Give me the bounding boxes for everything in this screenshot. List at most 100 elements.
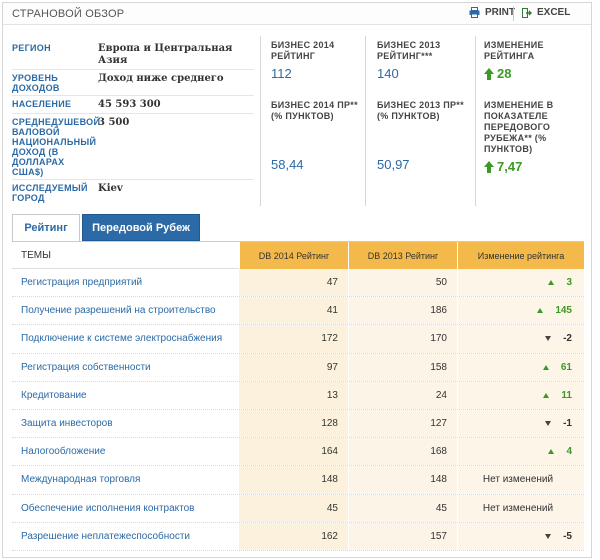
toolbar-divider [513, 6, 514, 21]
excel-label: EXCEL [537, 7, 571, 18]
info-value: Европа и Центральная Азия [98, 43, 233, 66]
db2013-cell: 127 [348, 409, 457, 438]
topic-link[interactable]: Налогообложение [21, 446, 106, 458]
table-row: Налогообложение 164 168 4 [12, 438, 584, 467]
metric-label: ИЗМЕНЕНИЕ РЕЙТИНГА [484, 40, 544, 61]
panel-header: СТРАНОВОЙ ОБЗОР PRINT EXCEL [3, 3, 591, 25]
change-value: 11 [561, 389, 572, 401]
column-divider [365, 36, 366, 206]
info-label: ИССЛЕДУЕМЫЙ ГОРОД [12, 183, 88, 203]
db2013-cell: 24 [348, 381, 457, 409]
db2014-cell: 162 [239, 522, 348, 550]
metric-dtf-2014: БИЗНЕС 2014 ПР** (% ПУНКТОВ) 58,44 [271, 100, 361, 172]
db2013-cell: 50 [348, 269, 457, 297]
print-button[interactable]: PRINT [469, 7, 515, 18]
db2013-cell: 186 [348, 297, 457, 325]
table-row: Регистрация предприятий 47 50 3 [12, 269, 584, 298]
info-row-gni: СРЕДНЕДУШЕВОЙ ВАЛОВОЙ НАЦИОНАЛЬНЫЙ ДОХОД… [12, 114, 254, 180]
arrow-up-icon [537, 308, 544, 314]
column-header-db2013[interactable]: DB 2013 Рейтинг [348, 242, 457, 269]
db2014-cell: 45 [239, 494, 348, 522]
excel-button[interactable]: EXCEL [522, 7, 570, 18]
db2014-cell: 13 [239, 381, 348, 409]
info-value: 3 500 [98, 117, 130, 128]
db2014-cell: 47 [239, 269, 348, 297]
info-value: Kiev [98, 183, 123, 194]
topic-link[interactable]: Защита инвесторов [21, 418, 113, 430]
arrow-up-icon [548, 449, 555, 455]
info-row-region: РЕГИОН Европа и Центральная Азия [12, 40, 254, 70]
metric-label: ИЗМЕНЕНИЕ В ПОКАЗАТЕЛЕ ПЕРЕДОВОГО РУБЕЖА… [484, 100, 554, 154]
arrow-up-icon [543, 392, 550, 398]
column-header-change[interactable]: Изменение рейтинга [457, 242, 584, 269]
info-label: СРЕДНЕДУШЕВОЙ ВАЛОВОЙ НАЦИОНАЛЬНЫЙ ДОХОД… [12, 117, 101, 177]
db2014-cell: 148 [239, 466, 348, 494]
change-cell: -2 [457, 325, 584, 353]
table-row: Международная торговля 148 148 Нет изменени… [12, 466, 584, 495]
change-value: 3 [566, 277, 572, 289]
info-row-population: НАСЕЛЕНИЕ 45 593 300 [12, 96, 254, 114]
column-header-db2014[interactable]: DB 2014 Рейтинг [239, 242, 348, 269]
db2013-cell: 157 [348, 522, 457, 550]
table-row: Подключение к системе электроснабжения 17… [12, 325, 584, 354]
printer-icon [469, 7, 480, 18]
topic-link[interactable]: Обеспечение исполнения контрактов [21, 502, 195, 514]
db2014-cell: 164 [239, 438, 348, 466]
info-row-city: ИССЛЕДУЕМЫЙ ГОРОД Kiev [12, 180, 254, 205]
metric-label: БИЗНЕС 2014 РЕЙТИНГ [271, 40, 335, 61]
metric-value: 28 [484, 66, 584, 81]
table-header: ТЕМЫ DB 2014 Рейтинг DB 2013 Рейтинг Изм… [12, 241, 584, 269]
column-divider [475, 36, 476, 206]
db2013-cell: 148 [348, 466, 457, 494]
change-value: -1 [563, 418, 572, 430]
change-value: 4 [566, 446, 572, 458]
change-value: -5 [563, 530, 572, 542]
tab-distance-to-frontier[interactable]: Передовой Рубеж [82, 214, 200, 241]
change-cell: Нет изменений [457, 466, 584, 494]
db2014-cell: 41 [239, 297, 348, 325]
metric-dtf-change: ИЗМЕНЕНИЕ В ПОКАЗАТЕЛЕ ПЕРЕДОВОГО РУБЕЖА… [484, 100, 584, 174]
table-row: Регистрация собственности 97 158 61 [12, 353, 584, 382]
table-body: Регистрация предприятий 47 50 3 Получение ра… [12, 269, 584, 551]
change-value: Нет изменений [482, 502, 554, 514]
change-cell: Нет изменений [457, 494, 584, 522]
db2013-cell: 168 [348, 438, 457, 466]
topic-link[interactable]: Получение разрешений на строительство [21, 305, 216, 317]
info-label: УРОВЕНЬ ДОХОДОВ [12, 73, 60, 93]
db2014-cell: 172 [239, 325, 348, 353]
arrow-down-icon [545, 421, 552, 427]
table-row: Обеспечение исполнения контрактов 45 45 Нет… [12, 494, 584, 523]
export-arrow-icon [522, 7, 532, 18]
change-value: -2 [563, 333, 572, 345]
db2013-cell: 170 [348, 325, 457, 353]
metric-label: БИЗНЕС 2013 РЕЙТИНГ*** [377, 40, 441, 61]
print-label: PRINT [485, 7, 515, 18]
table-row: Разрешение неплатежеспособности 162 157 -5 [12, 522, 584, 551]
metric-value-text: 7,47 [497, 159, 523, 174]
arrow-up-icon [548, 280, 555, 286]
metric-dtf-2013: БИЗНЕС 2013 ПР** (% ПУНКТОВ) 50,97 [377, 100, 472, 172]
country-info-list: РЕГИОН Европа и Центральная Азия УРОВЕНЬ… [12, 40, 254, 205]
topic-link[interactable]: Регистрация предприятий [21, 277, 143, 289]
rankings-table: ТЕМЫ DB 2014 Рейтинг DB 2013 Рейтинг Изм… [12, 241, 584, 551]
arrow-down-icon [545, 336, 552, 342]
change-value: 61 [560, 361, 572, 373]
change-cell: 145 [457, 297, 584, 325]
topic-link[interactable]: Регистрация собственности [21, 361, 151, 373]
change-value: 145 [555, 305, 572, 317]
info-label: РЕГИОН [12, 43, 51, 53]
topic-link[interactable]: Международная торговля [21, 474, 141, 486]
metric-rank-change: ИЗМЕНЕНИЕ РЕЙТИНГА 28 [484, 40, 584, 81]
metric-label: БИЗНЕС 2014 ПР** (% ПУНКТОВ) [271, 100, 358, 121]
table-row: Кредитование 13 24 11 [12, 381, 584, 410]
db2014-cell: 128 [239, 409, 348, 438]
change-cell: 61 [457, 353, 584, 381]
tab-rating[interactable]: Рейтинг [12, 214, 80, 241]
country-overview-panel: СТРАНОВОЙ ОБЗОР PRINT EXCEL РЕГИОН Европ… [2, 2, 592, 558]
column-header-theme: ТЕМЫ [12, 242, 239, 269]
metric-value: 50,97 [377, 157, 410, 172]
topic-link[interactable]: Кредитование [21, 389, 87, 401]
arrow-up-icon [484, 67, 494, 80]
topic-link[interactable]: Подключение к системе электроснабжения [21, 333, 223, 345]
topic-link[interactable]: Разрешение неплатежеспособности [21, 530, 190, 542]
